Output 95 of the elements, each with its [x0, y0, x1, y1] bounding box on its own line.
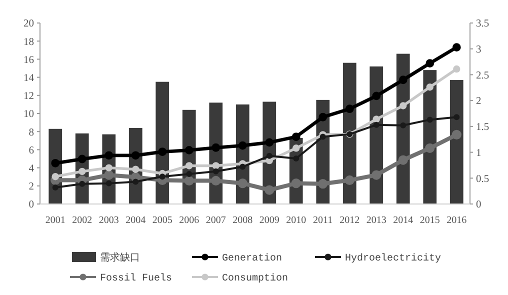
- point: [186, 162, 193, 170]
- legend-label: Generation: [222, 252, 282, 264]
- y-tick-label: 16: [24, 54, 34, 66]
- point: [132, 166, 140, 173]
- point: [345, 104, 354, 114]
- legend-label: Consumption: [222, 272, 288, 284]
- point: [454, 114, 460, 120]
- bar: [450, 80, 464, 204]
- point: [52, 184, 58, 190]
- y-tick-label: 18: [24, 36, 34, 48]
- x-tick-label: 2001: [45, 215, 66, 226]
- point: [344, 175, 354, 186]
- x-tick-label: 2007: [206, 215, 226, 226]
- x-tick-label: 2002: [72, 215, 92, 226]
- x-tick-label: 2004: [126, 215, 146, 226]
- point: [212, 143, 220, 152]
- y2-tick-label: 0.5: [476, 174, 490, 185]
- point: [372, 170, 382, 180]
- point: [293, 155, 300, 162]
- point: [452, 130, 462, 140]
- point: [211, 176, 221, 186]
- y-tick-label: 0: [28, 200, 34, 211]
- y2-tick-label: 3: [476, 44, 482, 56]
- legend-label: Fossil Fuels: [100, 272, 172, 284]
- point: [132, 178, 139, 185]
- point: [159, 174, 166, 180]
- x-tick-label: 2015: [420, 215, 440, 226]
- x-tick-label: 2011: [313, 215, 333, 226]
- point: [373, 122, 380, 128]
- point: [452, 43, 461, 52]
- y-tick-label: 20: [24, 18, 34, 30]
- y-tick-label: 10: [24, 109, 34, 120]
- y2-tick-label: 2: [476, 96, 482, 108]
- x-tick-label: 2005: [152, 215, 172, 226]
- point: [400, 102, 407, 110]
- x-tick-label: 2010: [286, 215, 306, 226]
- x-tick-label: 2014: [393, 215, 414, 226]
- point: [320, 134, 326, 140]
- point: [78, 168, 86, 176]
- x-tick-label: 2016: [446, 215, 467, 226]
- point: [425, 143, 435, 153]
- point: [318, 112, 328, 122]
- point: [240, 164, 246, 170]
- point: [131, 151, 140, 160]
- point: [51, 158, 60, 168]
- point: [184, 176, 194, 186]
- point: [400, 122, 406, 128]
- point: [292, 132, 300, 141]
- y-tick-label: 8: [28, 127, 34, 138]
- y-tick-label: 12: [24, 91, 34, 102]
- point: [212, 162, 220, 170]
- point: [52, 172, 59, 180]
- point: [78, 154, 86, 164]
- point: [426, 84, 434, 91]
- point: [291, 178, 301, 188]
- legend-label: Hydroelectricity: [345, 252, 442, 264]
- point: [184, 146, 194, 154]
- x-tick-label: 2013: [366, 215, 386, 226]
- y-tick-label: 6: [28, 145, 34, 156]
- y-tick-label: 2: [28, 182, 34, 193]
- point: [398, 76, 408, 84]
- x-tick-label: 2008: [232, 215, 253, 226]
- point: [372, 92, 381, 100]
- point: [79, 180, 86, 187]
- y2-tick-label: 1: [476, 148, 482, 159]
- point: [398, 155, 408, 165]
- point: [104, 151, 114, 160]
- y2-tick-label: 1.5: [476, 122, 490, 134]
- point: [106, 180, 112, 186]
- point: [426, 116, 433, 123]
- y-tick-label: 4: [28, 163, 35, 174]
- y2-tick-label: 0: [476, 200, 482, 211]
- point: [266, 152, 272, 159]
- point: [372, 116, 380, 123]
- point: [212, 168, 219, 174]
- point: [453, 65, 460, 73]
- point: [186, 171, 192, 178]
- x-tick-label: 2012: [340, 215, 360, 226]
- x-tick-label: 2006: [179, 215, 200, 226]
- point: [105, 164, 112, 172]
- point: [318, 179, 328, 189]
- point: [426, 59, 434, 68]
- point: [158, 148, 167, 156]
- point: [104, 170, 114, 180]
- point: [265, 138, 274, 147]
- x-tick-label: 2009: [259, 215, 280, 226]
- point: [238, 178, 248, 188]
- point: [238, 141, 247, 150]
- point: [264, 185, 274, 195]
- legend-label: 需求缺口: [100, 252, 140, 264]
- y2-tick-label: 3.5: [476, 18, 490, 30]
- x-tick-label: 2003: [98, 215, 119, 226]
- point: [292, 144, 300, 152]
- y2-tick-label: 2.5: [476, 70, 490, 82]
- y-tick-label: 14: [24, 72, 35, 84]
